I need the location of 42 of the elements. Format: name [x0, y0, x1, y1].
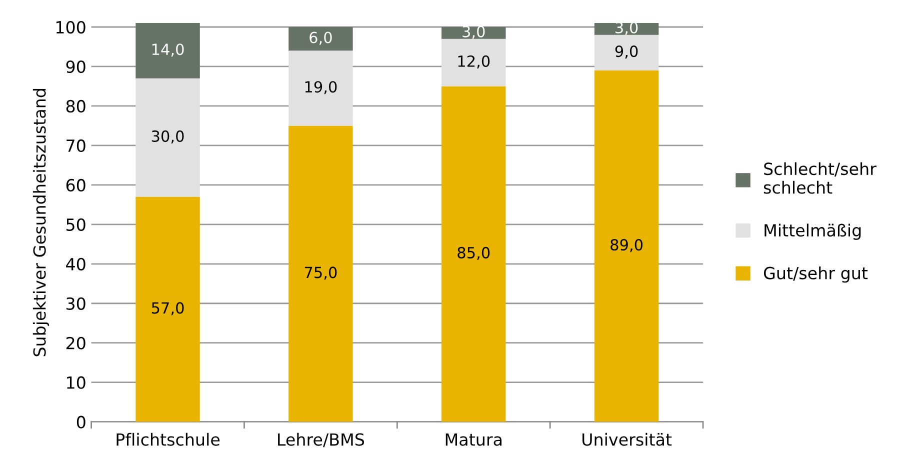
- bar: [442, 38, 506, 86]
- data-label: 85,0: [458, 246, 490, 260]
- y-tick-label: 40: [66, 258, 86, 270]
- x-tick-label: Lehre/BMS: [278, 432, 364, 448]
- bar: [288, 126, 353, 422]
- data-label: 30,0: [152, 130, 184, 144]
- data-label: 89,0: [610, 239, 643, 252]
- legend-label: Gut/sehr gut: [764, 266, 868, 283]
- y-tick-label: 70: [66, 139, 86, 152]
- y-tick-label: 30: [66, 297, 86, 310]
- y-tick-label: 50: [66, 218, 86, 231]
- bar: [594, 34, 659, 70]
- x-tick-label: Matura: [446, 433, 502, 446]
- data-label: 12,0: [458, 55, 490, 69]
- y-axis-title: Subjektiver Gesundheitszustand: [32, 89, 50, 356]
- bar: [594, 70, 659, 422]
- bar: [136, 196, 200, 422]
- data-label: 14,0: [152, 44, 184, 57]
- data-label: 6,0: [310, 32, 332, 45]
- data-label: 9,0: [615, 46, 638, 59]
- legend-label: Schlecht/sehr schlecht: [764, 162, 876, 194]
- y-tick-label: 90: [66, 60, 86, 74]
- x-tick-label: Pflichtschule: [116, 432, 220, 446]
- bar: [136, 23, 200, 78]
- bar: [288, 27, 353, 51]
- bar: [136, 78, 200, 197]
- bar: [442, 86, 506, 422]
- y-tick-label: 10: [67, 376, 86, 389]
- bar: [442, 27, 506, 39]
- y-tick-label: 60: [66, 178, 86, 192]
- bar: [594, 23, 659, 35]
- data-label: 57,0: [152, 302, 184, 316]
- bar: [288, 50, 353, 126]
- y-tick-label: 100: [56, 20, 86, 34]
- data-label: 3,0: [462, 26, 485, 39]
- data-label: 19,0: [305, 81, 337, 94]
- legend-label: Mittelmäßig: [764, 224, 861, 240]
- y-tick-label: 80: [66, 100, 86, 113]
- y-tick-label: 20: [66, 336, 86, 350]
- y-tick-label: 0: [76, 416, 86, 428]
- x-tick-label: Universität: [582, 432, 672, 446]
- data-label: 75,0: [304, 266, 337, 280]
